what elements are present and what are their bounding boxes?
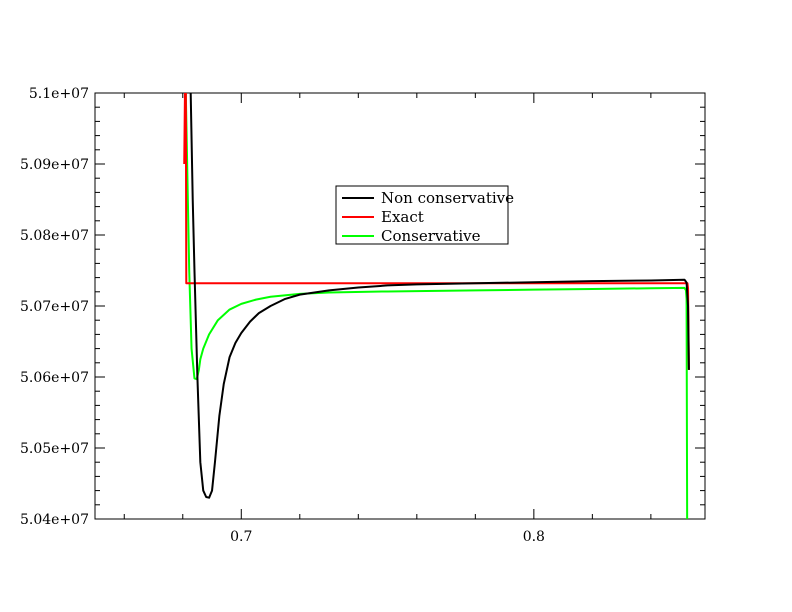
series-lines bbox=[183, 93, 690, 519]
y-tick-label: 5.06e+07 bbox=[20, 370, 89, 386]
legend-label: Exact bbox=[381, 208, 424, 226]
series-line-conservative bbox=[184, 93, 689, 519]
series-line-exact bbox=[183, 93, 690, 370]
y-tick-label: 5.09e+07 bbox=[20, 157, 89, 173]
y-tick-label: 5.07e+07 bbox=[20, 299, 89, 315]
x-tick-label: 0.7 bbox=[230, 529, 252, 545]
legend-box bbox=[335, 185, 509, 245]
y-tick-label: 5.05e+07 bbox=[20, 441, 89, 457]
y-tick-label: 5.04e+07 bbox=[20, 512, 89, 528]
axis-ticks bbox=[95, 92, 705, 520]
y-tick-label: 5.08e+07 bbox=[20, 228, 89, 244]
legend-label: Conservative bbox=[381, 227, 481, 245]
y-tick-label: 5.1e+07 bbox=[29, 86, 89, 102]
axis-tick-labels: 0.7 0.8 5.04e+07 5.05e+07 5.06e+07 5.07e+07 5.… bbox=[20, 86, 545, 545]
series-line-non-conservative bbox=[189, 93, 690, 499]
legend-label: Non conservative bbox=[381, 189, 514, 207]
x-tick-label: 0.8 bbox=[523, 529, 545, 545]
